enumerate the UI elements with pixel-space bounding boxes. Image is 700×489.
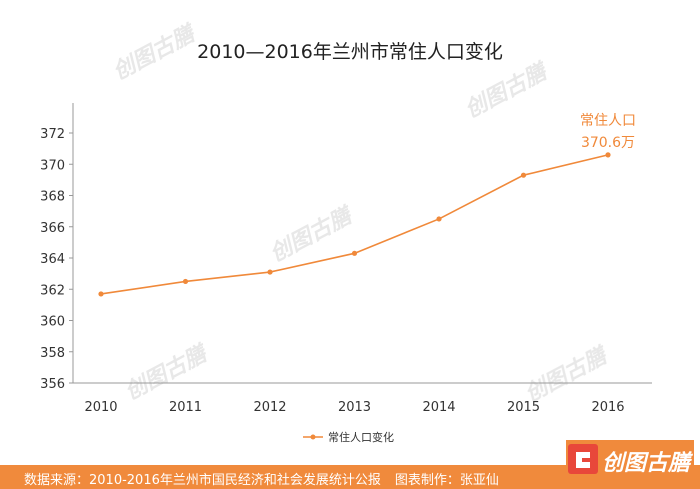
logo-mark-icon bbox=[568, 444, 598, 474]
y-tick-label: 372 bbox=[40, 127, 65, 142]
y-tick-label: 370 bbox=[40, 158, 65, 173]
y-tick-label: 364 bbox=[40, 252, 65, 267]
annotation-value: 370.6万 bbox=[581, 135, 635, 151]
logo-text: 创图古膳 bbox=[602, 450, 694, 476]
data-point bbox=[605, 152, 611, 158]
legend-marker bbox=[310, 434, 316, 440]
data-point bbox=[351, 250, 358, 256]
y-tick-label: 356 bbox=[40, 377, 65, 392]
watermark-text: 创图古膳 bbox=[121, 339, 214, 405]
data-point bbox=[436, 216, 442, 222]
x-tick-label: 2016 bbox=[591, 400, 624, 415]
y-tick-label: 368 bbox=[40, 190, 65, 205]
x-tick-label: 2012 bbox=[253, 400, 286, 415]
watermark-text: 创图古膳 bbox=[521, 341, 614, 407]
y-tick-label: 362 bbox=[40, 283, 65, 298]
legend: 常住人口变化 bbox=[303, 430, 394, 444]
source-text: 数据来源：2010-2016年兰州市国民经济和社会发展统计公报 bbox=[24, 473, 381, 488]
x-tick-label: 2013 bbox=[338, 400, 371, 415]
footer-text: 数据来源：2010-2016年兰州市国民经济和社会发展统计公报 图表制作：张亚仙 bbox=[24, 469, 499, 488]
watermark: 创图古膳 创图古膳 创图古膳 创图古膳 创图古膳 bbox=[109, 19, 614, 407]
annotation-label: 常住人口 bbox=[580, 113, 636, 129]
data-point bbox=[182, 278, 189, 285]
data-point bbox=[267, 269, 273, 275]
y-tick-label: 360 bbox=[40, 315, 65, 330]
author-text: 图表制作：张亚仙 bbox=[394, 473, 499, 488]
x-tick-label: 2011 bbox=[169, 400, 202, 415]
brand-logo: 创图古膳 bbox=[566, 440, 694, 489]
data-point bbox=[98, 291, 104, 297]
watermark-text: 创图古膳 bbox=[109, 19, 202, 85]
data-point bbox=[520, 172, 527, 178]
y-tick-label: 366 bbox=[40, 221, 65, 236]
x-tick-label: 2015 bbox=[507, 400, 540, 415]
x-tick-label: 2014 bbox=[422, 400, 455, 415]
y-tick-label: 358 bbox=[40, 346, 65, 361]
x-tick-label: 2010 bbox=[84, 400, 117, 415]
chart-title: 2010—2016年兰州市常住人口变化 bbox=[197, 41, 503, 63]
legend-label: 常住人口变化 bbox=[328, 430, 394, 444]
watermark-text: 创图古膳 bbox=[461, 57, 554, 123]
watermark-text: 创图古膳 bbox=[266, 201, 359, 267]
